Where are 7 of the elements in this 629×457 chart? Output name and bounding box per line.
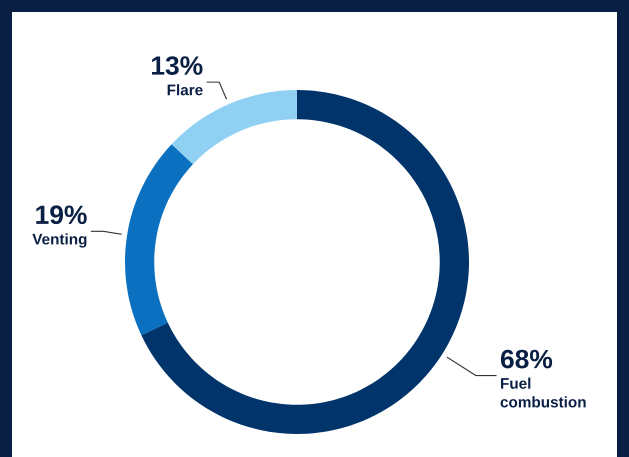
data-label: 13% [152,56,202,75]
slice-label: Venting [32,233,86,248]
donut-slice [125,144,193,336]
slice-label: Fuel combustion [500,378,586,408]
data-label: 19% [36,205,87,224]
slice-label: Flare [168,84,203,96]
data-label: 68% [500,350,552,368]
